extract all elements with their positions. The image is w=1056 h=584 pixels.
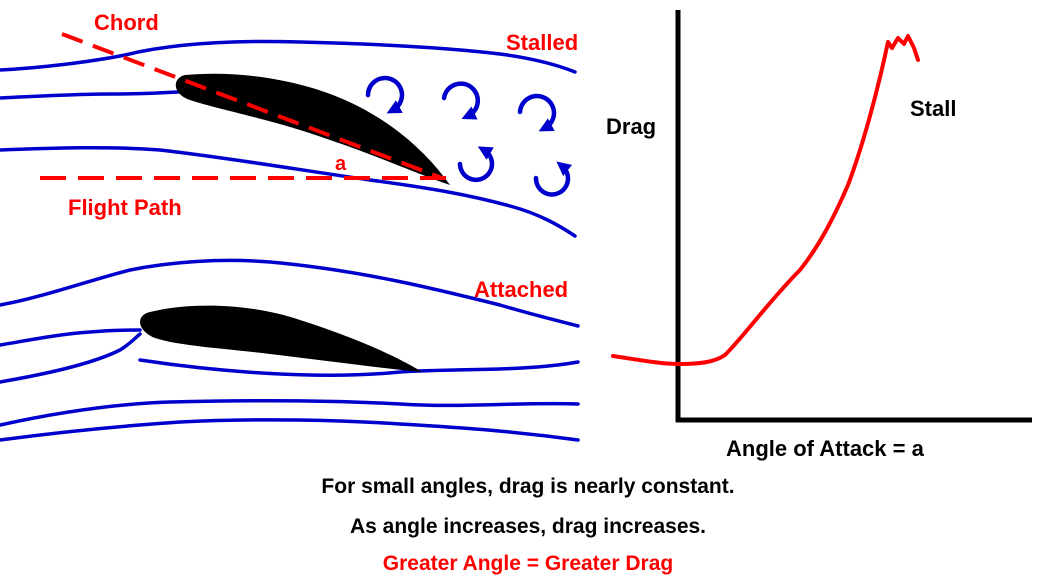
caption: For small angles, drag is nearly constan…: [321, 475, 734, 575]
stall-label: Stall: [910, 96, 956, 121]
caption-line-3: Greater Angle = Greater Drag: [383, 552, 673, 575]
circular-arrow-icon: [457, 146, 495, 183]
streamline: [138, 358, 580, 377]
circular-arrow-icon: [365, 75, 405, 114]
caption-line-1: For small angles, drag is nearly constan…: [321, 475, 734, 498]
stalled-label: Stalled: [506, 30, 578, 55]
streamline: [0, 258, 580, 328]
x-axis-label: Angle of Attack = a: [726, 436, 925, 461]
attached-panel: Attached: [0, 258, 580, 442]
drag-curve: [611, 34, 920, 366]
attached-label: Attached: [474, 277, 568, 302]
streamline: [0, 418, 580, 442]
streamline: [0, 332, 142, 384]
circular-arrow-icon: [441, 81, 481, 120]
stalled-streamlines: [0, 39, 577, 238]
circular-arrow-icon: [533, 161, 573, 197]
attached-airfoil: [140, 305, 422, 372]
attached-streamlines: [0, 258, 580, 442]
streamline: [0, 145, 577, 238]
chord-label: Chord: [94, 10, 159, 35]
drag-graph: Drag Stall Angle of Attack = a: [606, 10, 1032, 461]
streamline: [0, 328, 142, 347]
streamline: [0, 398, 580, 427]
streamline: [0, 90, 180, 100]
vortices: [365, 75, 573, 197]
caption-line-2: As angle increases, drag increases.: [350, 515, 706, 538]
streamline: [0, 39, 577, 74]
stalled-panel: Chord Stalled a Flight Path: [0, 10, 578, 238]
flight-path-label: Flight Path: [68, 195, 182, 220]
y-axis-label: Drag: [606, 114, 656, 139]
circular-arrow-icon: [517, 93, 557, 132]
angle-label: a: [335, 153, 347, 175]
chord-line: [61, 32, 443, 180]
